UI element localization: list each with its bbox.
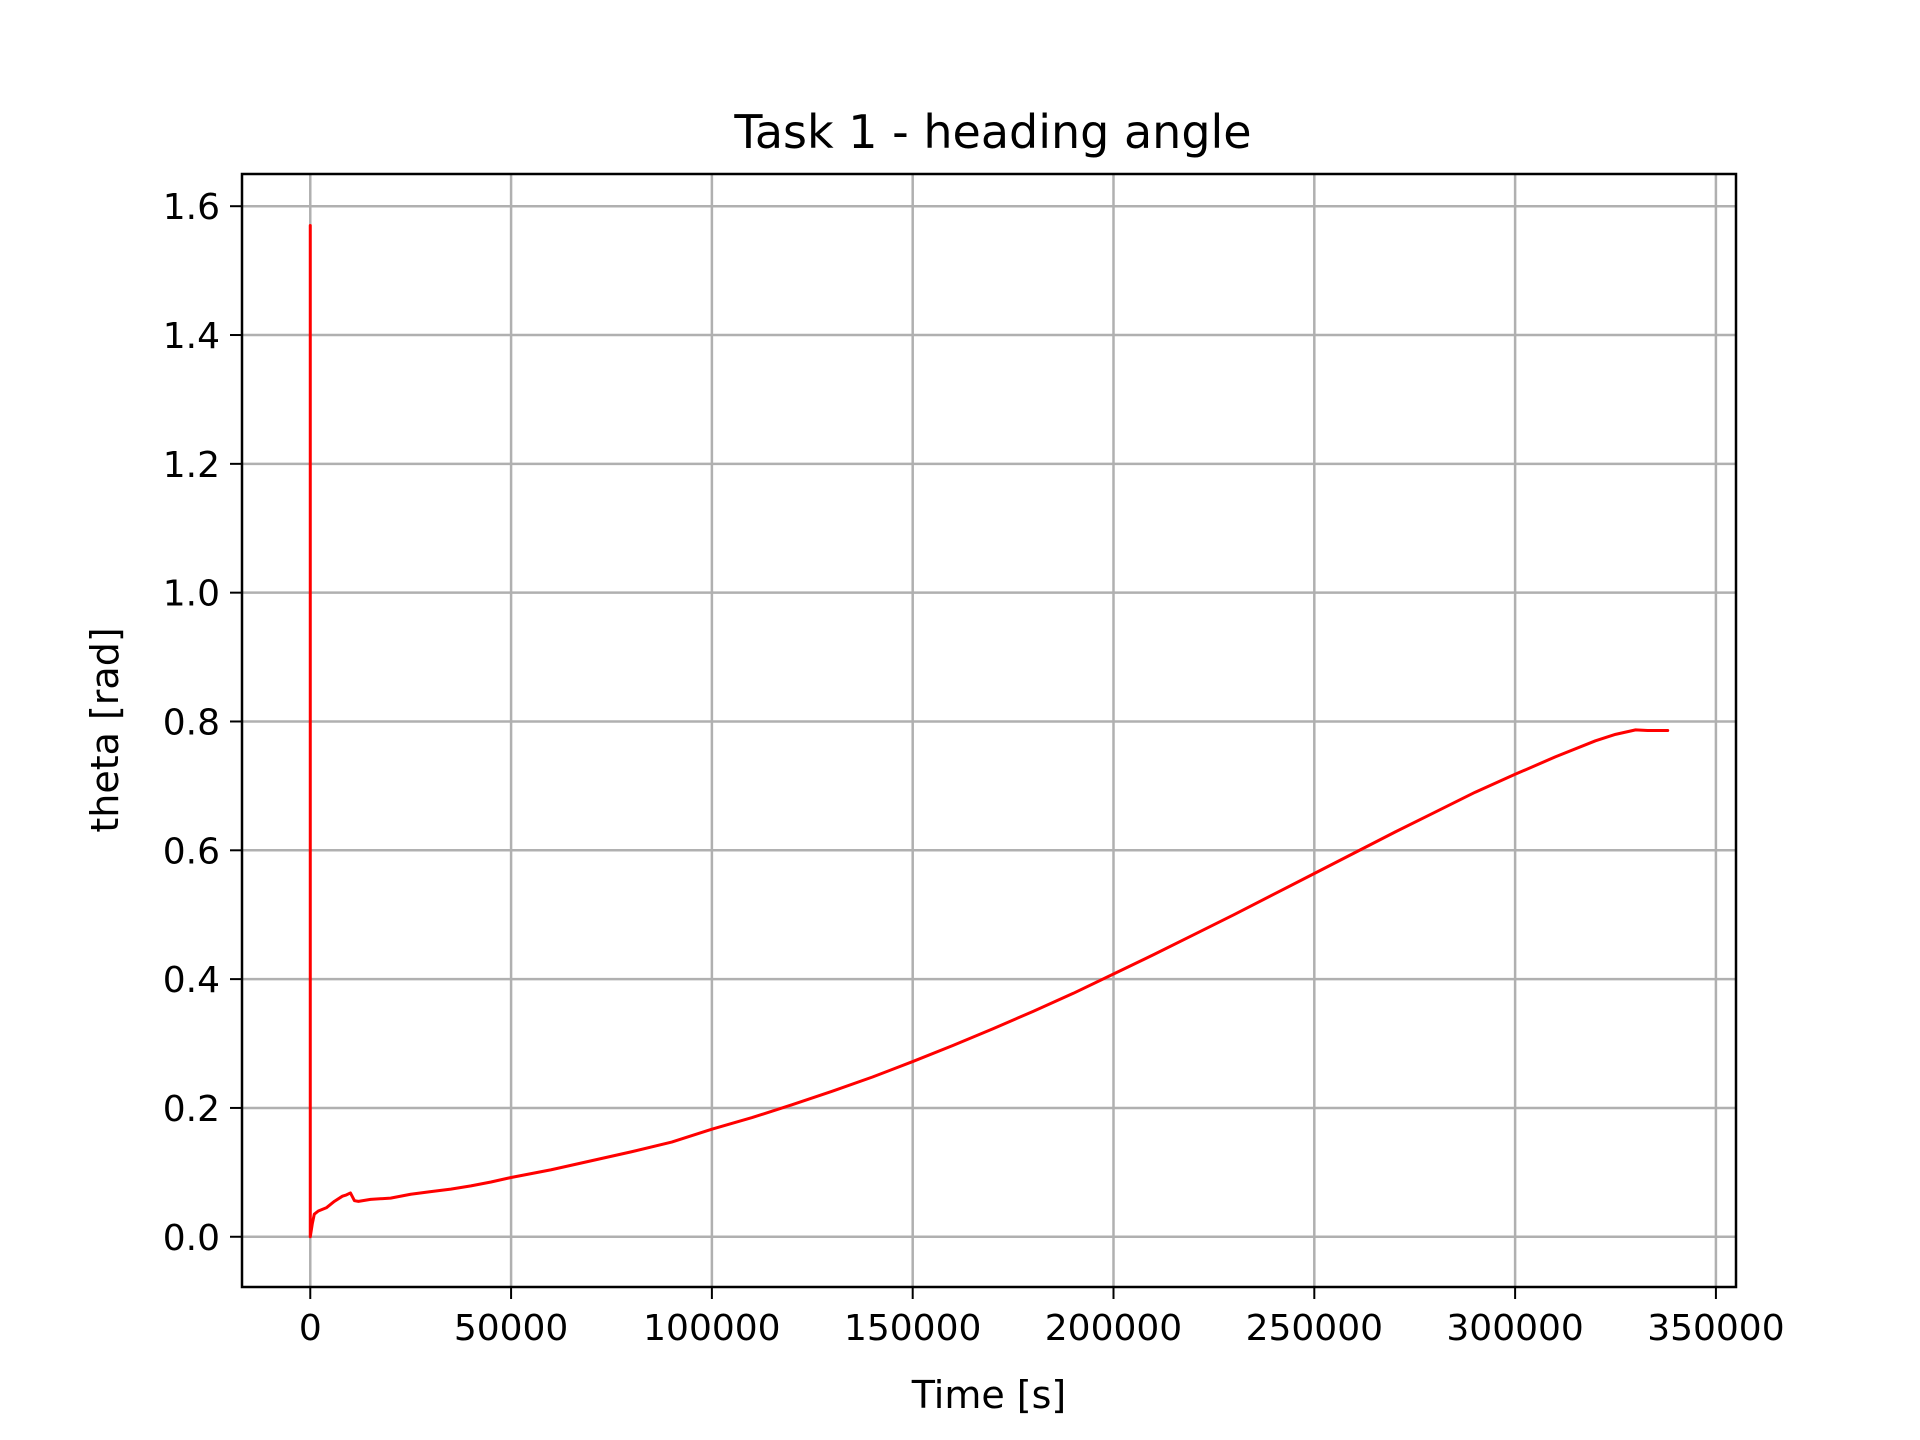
y-tick-label: 0.8 bbox=[163, 702, 220, 743]
series-layer bbox=[308, 224, 1670, 1239]
x-tick-label: 50000 bbox=[454, 1308, 569, 1349]
series-line bbox=[308, 224, 1670, 1239]
x-tick-label: 0 bbox=[299, 1308, 322, 1349]
x-tick-label: 100000 bbox=[643, 1308, 780, 1349]
y-tick-label: 1.2 bbox=[163, 445, 220, 486]
x-tick-label: 350000 bbox=[1647, 1308, 1784, 1349]
y-tick-label: 0.4 bbox=[163, 960, 220, 1001]
y-tick-label: 1.6 bbox=[163, 187, 220, 228]
y-tick-label: 0.0 bbox=[163, 1218, 220, 1259]
y-tick-label: 0.2 bbox=[163, 1089, 220, 1130]
chart-title: Task 1 - heading angle bbox=[733, 105, 1251, 159]
y-tick-label: 1.0 bbox=[163, 574, 220, 615]
x-tick-label: 300000 bbox=[1446, 1308, 1583, 1349]
y-axis: 0.0 0.2 0.4 0.6 0.8 1.0 1.2 1.4 1.6 bbox=[163, 187, 242, 1259]
grid-lines bbox=[242, 174, 1736, 1287]
x-tick-label: 250000 bbox=[1246, 1308, 1383, 1349]
plot-frame bbox=[240, 172, 1738, 1289]
x-axis-label: Time [s] bbox=[911, 1373, 1067, 1417]
x-tick-label: 150000 bbox=[844, 1308, 981, 1349]
y-axis-label: theta [rad] bbox=[83, 627, 127, 832]
y-tick-label: 1.4 bbox=[163, 316, 220, 357]
x-tick-label: 200000 bbox=[1045, 1308, 1182, 1349]
x-axis: 0 50000 100000 150000 200000 250000 300000 3500… bbox=[299, 1287, 1785, 1349]
y-tick-label: 0.6 bbox=[163, 831, 220, 872]
